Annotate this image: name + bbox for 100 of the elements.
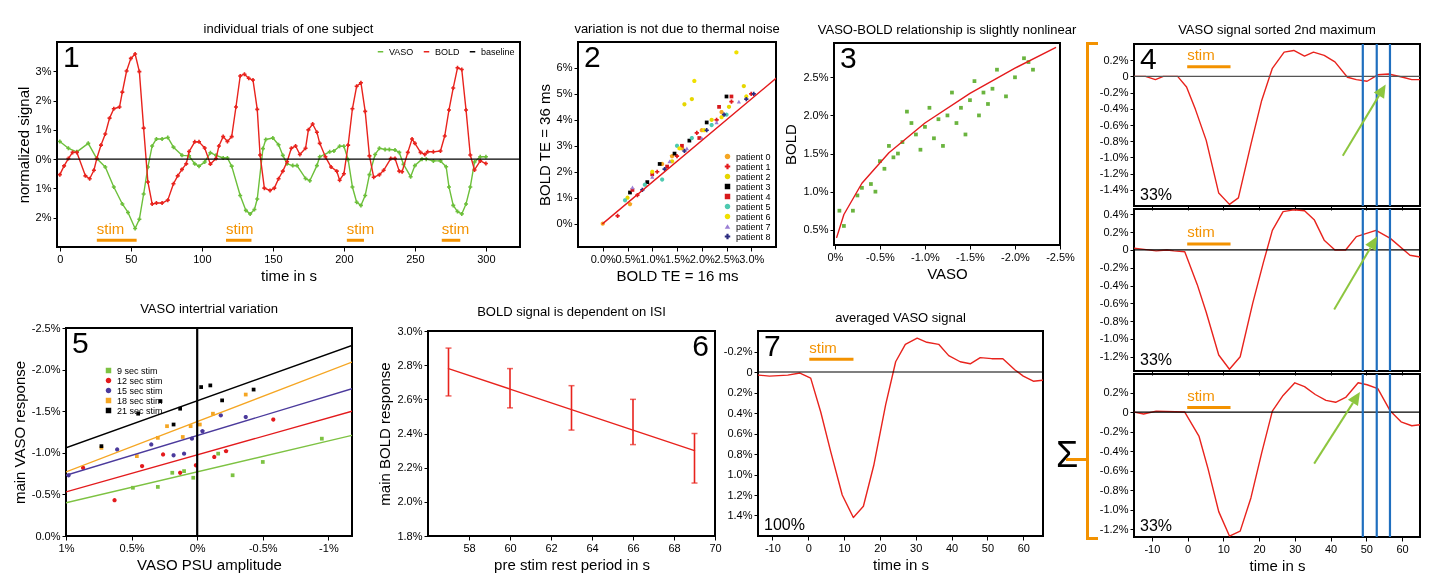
y-tick-label: -1.2% <box>1099 522 1129 535</box>
x-tick-label: -0.5% <box>866 250 895 263</box>
x-tick-label: 1.0% <box>640 252 666 265</box>
x-tick-label: 40 <box>945 541 959 554</box>
y-tick-label: -0.2% <box>723 345 753 357</box>
x-axis-title: time in s <box>873 555 929 573</box>
chart-title: VASO signal sorted 2nd maximum <box>1178 21 1376 37</box>
x-axis-title: time in s <box>1249 556 1306 574</box>
x-tick-label: 0% <box>189 541 206 554</box>
x-tick-label: -2.0% <box>1001 250 1031 263</box>
x-tick-label: 1.5% <box>664 252 691 265</box>
y-tick-label: -1.2% <box>1099 167 1129 180</box>
legend-label: patient 4 <box>736 191 771 202</box>
y-tick-label: -0.8% <box>1099 483 1129 496</box>
y-axis-title: main VASO response <box>10 360 28 505</box>
y-tick-label: 0 <box>1122 405 1129 418</box>
chart-title: individual trials of one subject <box>203 21 374 36</box>
x-tick-label: 40 <box>1325 542 1338 555</box>
legend-label: VASO <box>389 46 414 57</box>
x-tick-label: 30 <box>1289 542 1302 555</box>
annotation: 3 <box>840 41 857 74</box>
x-tick-label: 0.5% <box>615 252 641 265</box>
legend-label: patient 6 <box>736 211 771 222</box>
y-tick-label: 0.2% <box>1103 386 1129 399</box>
legend-label: patient 8 <box>736 231 771 242</box>
x-tick-label: 0 <box>1185 542 1192 555</box>
x-tick-label: 30 <box>910 541 923 554</box>
annotation: 7 <box>764 329 781 362</box>
x-tick-label: -1% <box>319 541 339 554</box>
chart-title: BOLD signal is dependent on ISI <box>477 304 666 319</box>
y-tick-label: -0.8% <box>1099 314 1129 327</box>
x-tick-label: 10 <box>1217 542 1230 555</box>
x-tick-label: 0% <box>827 250 844 263</box>
legend-label: patient 5 <box>736 201 771 212</box>
chart-title: variation is not due to thermal noise <box>574 21 780 36</box>
x-tick-label: 200 <box>335 252 354 265</box>
annotation: 5 <box>72 326 89 359</box>
annotation: stim <box>1187 46 1215 64</box>
y-tick-label: -1.0% <box>31 446 61 459</box>
x-tick-label: -2.5% <box>1046 250 1076 263</box>
y-tick-label: 0.2% <box>727 386 753 398</box>
x-tick-label: -10 <box>1144 542 1161 555</box>
y-tick-label: 4% <box>556 113 573 126</box>
y-tick-label: 1.0% <box>727 468 753 480</box>
y-tick-label: -0.2% <box>1099 261 1129 274</box>
annotation: 1 <box>63 40 80 73</box>
y-tick-label: -0.2% <box>1099 425 1129 438</box>
y-tick-label: -0.6% <box>1099 296 1129 309</box>
legend-label: baseline <box>481 46 515 57</box>
y-axis-title: BOLD TE = 36 ms <box>535 84 553 206</box>
x-axis-title: BOLD TE = 16 ms <box>616 266 739 284</box>
annotation: 33% <box>1140 517 1173 534</box>
y-tick-label: 5% <box>556 87 573 100</box>
x-axis-title: pre stim rest period in s <box>494 555 650 573</box>
y-tick-label: 0.4% <box>1103 207 1129 220</box>
y-tick-label: 1.2% <box>727 488 753 501</box>
x-tick-label: 3.0% <box>739 252 765 265</box>
y-tick-label: 0.4% <box>727 406 753 419</box>
y-tick-label: -0.2% <box>1099 86 1129 99</box>
y-tick-label: -0.8% <box>1099 134 1129 147</box>
legend-label: 21 sec stim <box>117 405 163 416</box>
y-tick-label: -0.4% <box>1099 444 1129 457</box>
x-axis-title: VASO <box>927 264 968 282</box>
y-axis-title: normalized signal <box>14 86 32 204</box>
x-tick-label: 10 <box>838 541 851 554</box>
x-tick-label: 50 <box>125 252 138 265</box>
y-axis-title: BOLD <box>782 123 800 165</box>
x-tick-label: 250 <box>406 252 425 265</box>
annotation: 33% <box>1140 186 1173 203</box>
y-tick-label: 2.4% <box>397 427 423 439</box>
annotation: stim <box>809 338 837 356</box>
x-tick-label: 1% <box>58 541 75 554</box>
x-tick-label: 68 <box>668 541 681 554</box>
x-tick-label: 2.0% <box>689 252 715 265</box>
y-tick-label: -2.0% <box>31 363 61 376</box>
x-tick-label: 20 <box>1253 542 1266 555</box>
y-tick-label: 2.6% <box>397 392 423 405</box>
y-tick-label: 2.0% <box>803 108 829 121</box>
y-tick-label: 3% <box>35 64 52 77</box>
y-tick-label: -0.4% <box>1099 279 1129 292</box>
x-tick-label: 0.5% <box>119 541 145 554</box>
y-tick-label: 3% <box>556 139 573 152</box>
y-tick-label: 0% <box>556 217 573 230</box>
y-tick-label: 0.2% <box>1103 53 1129 66</box>
y-tick-label: 0.8% <box>727 447 753 460</box>
x-tick-label: -10 <box>764 541 781 554</box>
y-tick-label: 1.8% <box>397 529 423 542</box>
y-tick-label: -1.2% <box>1099 350 1129 363</box>
annotation: stim <box>441 219 470 237</box>
legend-label: patient 1 <box>736 161 771 172</box>
legend-label: patient 0 <box>736 151 771 162</box>
x-tick-label: 50 <box>981 541 995 554</box>
x-tick-label: 66 <box>627 541 640 554</box>
annotation: stim <box>225 219 254 237</box>
x-tick-label: 70 <box>709 541 722 554</box>
legend-label: 15 sec stim <box>117 385 163 396</box>
annotation: stim <box>346 219 375 237</box>
x-tick-label: 60 <box>1396 542 1409 555</box>
x-axis-title: VASO PSU amplitude <box>137 555 282 573</box>
chart-title: VASO-BOLD relationship is slightly nonlinear <box>817 22 1077 37</box>
